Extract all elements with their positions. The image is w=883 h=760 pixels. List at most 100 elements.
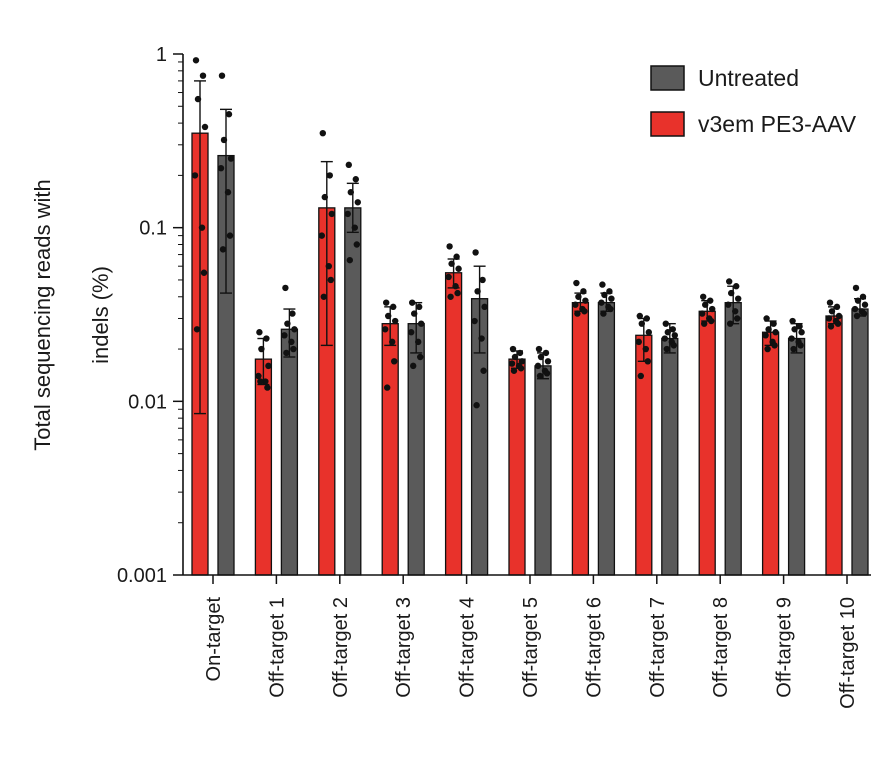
data-point-0-1-5 — [262, 378, 269, 385]
data-point-0-0-4 — [191, 172, 199, 179]
data-point-1-7-2 — [664, 329, 671, 336]
data-point-1-4-5 — [478, 335, 485, 342]
data-point-0-5-6 — [517, 365, 525, 372]
data-point-0-8-6 — [708, 317, 715, 325]
data-point-1-0-0 — [218, 72, 226, 79]
data-point-0-8-2 — [702, 301, 709, 308]
data-point-0-8-3 — [709, 305, 716, 313]
data-point-1-8-3 — [735, 295, 742, 302]
data-point-0-9-4 — [762, 332, 769, 339]
data-point-0-1-0 — [256, 329, 263, 336]
data-point-1-4-4 — [471, 317, 478, 325]
data-point-1-9-7 — [790, 345, 797, 353]
data-point-0-0-6 — [200, 269, 208, 276]
data-point-0-4-2 — [448, 260, 455, 267]
bar-untreated-10 — [851, 308, 869, 576]
data-point-1-7-1 — [669, 326, 676, 333]
data-point-0-9-7 — [764, 345, 771, 353]
data-point-0-3-0 — [383, 299, 390, 306]
data-point-1-10-7 — [853, 312, 861, 320]
data-point-1-5-3 — [544, 358, 552, 365]
data-point-1-5-0 — [535, 345, 543, 353]
data-point-0-3-1 — [390, 303, 397, 311]
data-point-0-8-4 — [699, 310, 706, 317]
data-point-1-8-6 — [734, 315, 741, 322]
x-tick-label-7: Off-target 7 — [647, 597, 669, 698]
bar-untreated-5 — [534, 365, 552, 576]
x-tick-label-9: Off-target 9 — [774, 597, 796, 698]
bar-treated-9 — [761, 331, 780, 576]
data-point-1-2-2 — [347, 189, 354, 196]
data-point-1-8-0 — [726, 278, 733, 285]
data-point-1-10-1 — [859, 293, 867, 300]
data-point-1-9-3 — [798, 329, 805, 336]
data-point-1-4-3 — [481, 303, 488, 311]
data-point-1-0-6 — [226, 232, 234, 239]
data-point-1-0-7 — [219, 246, 227, 253]
x-tick-label-8: Off-target 8 — [710, 597, 732, 698]
data-point-1-8-7 — [727, 320, 734, 327]
data-point-1-1-1 — [289, 310, 296, 317]
data-point-0-7-5 — [642, 345, 649, 353]
bar-treated-10 — [825, 315, 843, 576]
data-point-1-10-2 — [854, 297, 862, 304]
bar-treated-1 — [254, 358, 273, 576]
data-point-0-10-2 — [828, 308, 836, 315]
data-point-1-9-2 — [791, 326, 798, 333]
y-tick-label-1: 0.01 — [128, 391, 167, 413]
bars-layer — [191, 132, 869, 576]
data-point-0-7-2 — [638, 320, 645, 327]
data-point-0-4-5 — [452, 283, 459, 290]
data-point-0-9-6 — [771, 342, 778, 349]
data-point-1-7-0 — [662, 320, 669, 327]
bar-treated-6 — [571, 302, 590, 576]
data-point-1-9-1 — [796, 323, 803, 330]
data-point-1-2-3 — [354, 199, 361, 206]
data-point-1-5-6 — [543, 370, 551, 377]
data-point-0-5-2 — [511, 353, 519, 361]
data-point-0-4-6 — [454, 289, 461, 297]
data-point-0-3-7 — [384, 384, 391, 391]
y-axis-title-line-2: indels (%) — [88, 266, 113, 364]
y-axis-title-line-1: Total sequencing reads with — [30, 179, 55, 451]
data-point-0-8-7 — [701, 320, 708, 327]
data-point-0-3-4 — [382, 326, 389, 333]
data-point-1-0-3 — [227, 155, 235, 162]
data-point-0-0-5 — [198, 224, 206, 231]
data-point-0-9-0 — [763, 315, 770, 322]
data-point-1-10-4 — [851, 305, 859, 313]
data-point-1-7-6 — [670, 342, 677, 349]
data-point-0-5-1 — [516, 349, 524, 357]
x-tick-label-1: Off-target 1 — [266, 597, 288, 698]
data-point-1-9-0 — [789, 317, 796, 325]
data-point-0-3-5 — [389, 338, 396, 346]
data-point-0-4-3 — [455, 265, 462, 272]
data-point-0-3-2 — [385, 312, 392, 320]
data-point-1-1-7 — [283, 349, 290, 357]
y-tick-label-3: 1 — [156, 44, 167, 66]
data-point-1-4-6 — [480, 367, 487, 374]
data-point-1-9-6 — [797, 342, 804, 349]
data-point-1-2-4 — [344, 210, 351, 218]
data-point-0-2-5 — [325, 262, 332, 270]
data-point-1-1-0 — [282, 284, 289, 292]
data-point-0-9-1 — [770, 320, 777, 327]
data-point-1-4-1 — [479, 276, 486, 284]
data-point-0-1-3 — [265, 362, 272, 370]
data-point-0-6-7 — [574, 310, 581, 317]
data-point-1-0-5 — [224, 189, 232, 196]
data-point-0-9-3 — [772, 329, 779, 336]
data-point-1-6-6 — [607, 305, 614, 313]
x-tick-label-2: Off-target 2 — [330, 597, 352, 698]
data-point-0-4-4 — [445, 273, 452, 281]
data-point-1-4-0 — [472, 249, 479, 256]
data-point-1-3-7 — [410, 362, 417, 370]
bar-treated-5 — [508, 358, 526, 576]
data-point-0-1-7 — [257, 378, 264, 385]
legend-label-treated: v3em PE3-AAV — [698, 111, 857, 137]
data-point-0-7-1 — [643, 315, 650, 322]
data-point-0-0-0 — [192, 57, 200, 64]
data-point-1-8-2 — [728, 289, 735, 297]
data-point-1-7-7 — [663, 345, 670, 353]
